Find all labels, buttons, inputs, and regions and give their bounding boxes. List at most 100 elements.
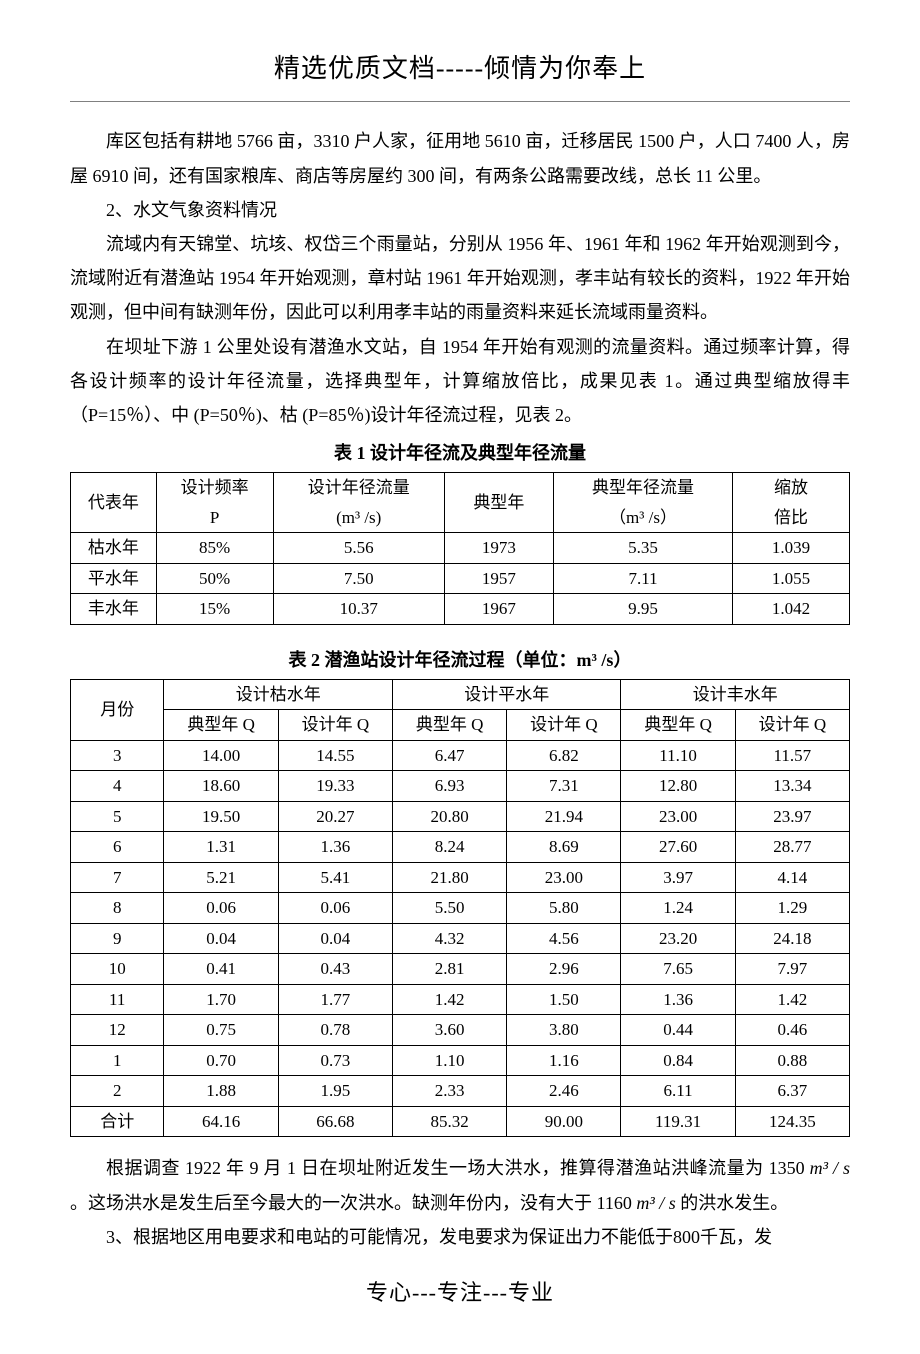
table-row: 314.0014.556.476.8211.1011.57 xyxy=(71,740,850,771)
table-cell: 3 xyxy=(71,740,164,771)
table-cell: 66.68 xyxy=(278,1106,392,1137)
table-cell: 19.50 xyxy=(164,801,278,832)
th-group-ping: 设计平水年 xyxy=(392,679,621,710)
body-text-after-tables: 根据调查 1922 年 9 月 1 日在坝址附近发生一场大洪水，推算得潜渔站洪峰… xyxy=(70,1151,850,1254)
table-cell: 1.88 xyxy=(164,1076,278,1107)
table-row: 枯水年85%5.5619735.351.039 xyxy=(71,533,850,564)
table-cell: 7.97 xyxy=(735,954,849,985)
p3a-mid: 。这场洪水是发生后至今最大的一次洪水。缺测年份内，没有大于 1160 xyxy=(70,1193,636,1213)
table-cell: 枯水年 xyxy=(71,533,157,564)
page-header-title: 精选优质文档-----倾情为你奉上 xyxy=(70,44,850,102)
table-cell: 10.37 xyxy=(273,594,444,625)
table-cell: 19.33 xyxy=(278,771,392,802)
table-cell: 1957 xyxy=(444,563,553,594)
th-ku-typical: 典型年 Q xyxy=(164,710,278,741)
table-cell: 7.31 xyxy=(507,771,621,802)
table-cell: 6.93 xyxy=(392,771,506,802)
table-row: 61.311.368.248.6927.6028.77 xyxy=(71,832,850,863)
th-ping-design: 设计年 Q xyxy=(507,710,621,741)
table-cell: 18.60 xyxy=(164,771,278,802)
table-cell: 1.36 xyxy=(278,832,392,863)
table-cell: 64.16 xyxy=(164,1106,278,1137)
table-cell: 3.80 xyxy=(507,1015,621,1046)
table-cell: 28.77 xyxy=(735,832,849,863)
section-3-label: 3、根据地区用电要求和电站的可能情况，发电要求为保证出力不能低于800千瓦，发 xyxy=(70,1220,850,1254)
table-cell: 5.80 xyxy=(507,893,621,924)
th-rep-year: 代表年 xyxy=(71,473,157,533)
table-cell: 5.50 xyxy=(392,893,506,924)
table-row: 10.700.731.101.160.840.88 xyxy=(71,1045,850,1076)
table-cell: 1.29 xyxy=(735,893,849,924)
table-row: 平水年50%7.5019577.111.055 xyxy=(71,563,850,594)
table-cell: 6.82 xyxy=(507,740,621,771)
page: 精选优质文档-----倾情为你奉上 库区包括有耕地 5766 亩，3310 户人… xyxy=(0,0,920,1354)
table-cell: 85.32 xyxy=(392,1106,506,1137)
table-1-header-row-1: 代表年 设计频率 设计年径流量 典型年 典型年径流量 缩放 xyxy=(71,473,850,503)
table-cell: 平水年 xyxy=(71,563,157,594)
table-cell: 1.055 xyxy=(733,563,850,594)
table-cell: 6.47 xyxy=(392,740,506,771)
table-cell: 8 xyxy=(71,893,164,924)
table-cell: 21.80 xyxy=(392,862,506,893)
table-cell: 0.06 xyxy=(164,893,278,924)
table-cell: 1.70 xyxy=(164,984,278,1015)
table-2: 月份 设计枯水年 设计平水年 设计丰水年 典型年 Q 设计年 Q 典型年 Q 设… xyxy=(70,679,850,1138)
th-typical-year: 典型年 xyxy=(444,473,553,533)
table-cell: 6.11 xyxy=(621,1076,735,1107)
th-typical-runoff-l2: （m³ /s） xyxy=(553,503,732,533)
table-cell: 0.44 xyxy=(621,1015,735,1046)
table-1-title: 表 1 设计年径流及典型年径流量 xyxy=(70,436,850,470)
table-cell: 7.11 xyxy=(553,563,732,594)
table-cell: 8.69 xyxy=(507,832,621,863)
table-cell: 2.96 xyxy=(507,954,621,985)
paragraph-1: 库区包括有耕地 5766 亩，3310 户人家，征用地 5610 亩，迁移居民 … xyxy=(70,124,850,192)
table-cell: 0.75 xyxy=(164,1015,278,1046)
table-cell: 丰水年 xyxy=(71,594,157,625)
table-cell: 1.042 xyxy=(733,594,850,625)
th-design-runoff-l2: (m³ /s) xyxy=(273,503,444,533)
th-feng-design: 设计年 Q xyxy=(735,710,849,741)
table-row: 75.215.4121.8023.003.974.14 xyxy=(71,862,850,893)
table-cell: 合计 xyxy=(71,1106,164,1137)
th-group-ku: 设计枯水年 xyxy=(164,679,393,710)
table-cell: 3.97 xyxy=(621,862,735,893)
table-cell: 12 xyxy=(71,1015,164,1046)
table-cell: 1.16 xyxy=(507,1045,621,1076)
table-cell: 0.73 xyxy=(278,1045,392,1076)
table-cell: 9.95 xyxy=(553,594,732,625)
th-design-freq-l1: 设计频率 xyxy=(156,473,273,503)
table-cell: 3.60 xyxy=(392,1015,506,1046)
table-cell: 11.10 xyxy=(621,740,735,771)
table-2-header-row-1: 月份 设计枯水年 设计平水年 设计丰水年 xyxy=(71,679,850,710)
table-cell: 1973 xyxy=(444,533,553,564)
th-group-feng: 设计丰水年 xyxy=(621,679,850,710)
table-cell: 4.56 xyxy=(507,923,621,954)
table-row: 100.410.432.812.967.657.97 xyxy=(71,954,850,985)
p3a-prefix: 根据调查 1922 年 9 月 1 日在坝址附近发生一场大洪水，推算得潜渔站洪峰… xyxy=(106,1158,810,1178)
table-cell: 20.80 xyxy=(392,801,506,832)
table-cell: 27.60 xyxy=(621,832,735,863)
table-cell: 10 xyxy=(71,954,164,985)
paragraph-2a: 流域内有天锦堂、坑垓、权岱三个雨量站，分别从 1956 年、1961 年和 19… xyxy=(70,227,850,330)
table-row: 519.5020.2720.8021.9423.0023.97 xyxy=(71,801,850,832)
table-cell: 1.10 xyxy=(392,1045,506,1076)
table-cell: 1.36 xyxy=(621,984,735,1015)
table-cell: 0.41 xyxy=(164,954,278,985)
table-cell: 5.35 xyxy=(553,533,732,564)
table-cell: 1.95 xyxy=(278,1076,392,1107)
table-cell: 90.00 xyxy=(507,1106,621,1137)
table-cell: 15% xyxy=(156,594,273,625)
unit-m3s-2: m³ / s xyxy=(636,1193,675,1213)
table-cell: 9 xyxy=(71,923,164,954)
table-cell: 5.21 xyxy=(164,862,278,893)
th-design-freq-l2: P xyxy=(156,503,273,533)
table-cell: 6.37 xyxy=(735,1076,849,1107)
table-cell: 50% xyxy=(156,563,273,594)
table-cell: 23.00 xyxy=(621,801,735,832)
table-cell: 4 xyxy=(71,771,164,802)
p3a-suffix: 的洪水发生。 xyxy=(676,1193,789,1213)
table-cell: 0.78 xyxy=(278,1015,392,1046)
table-2-title: 表 2 潜渔站设计年径流过程（单位：m³ /s） xyxy=(70,643,850,677)
page-footer: 专心---专注---专业 xyxy=(70,1272,850,1314)
table-2-header-row-2: 典型年 Q 设计年 Q 典型年 Q 设计年 Q 典型年 Q 设计年 Q xyxy=(71,710,850,741)
